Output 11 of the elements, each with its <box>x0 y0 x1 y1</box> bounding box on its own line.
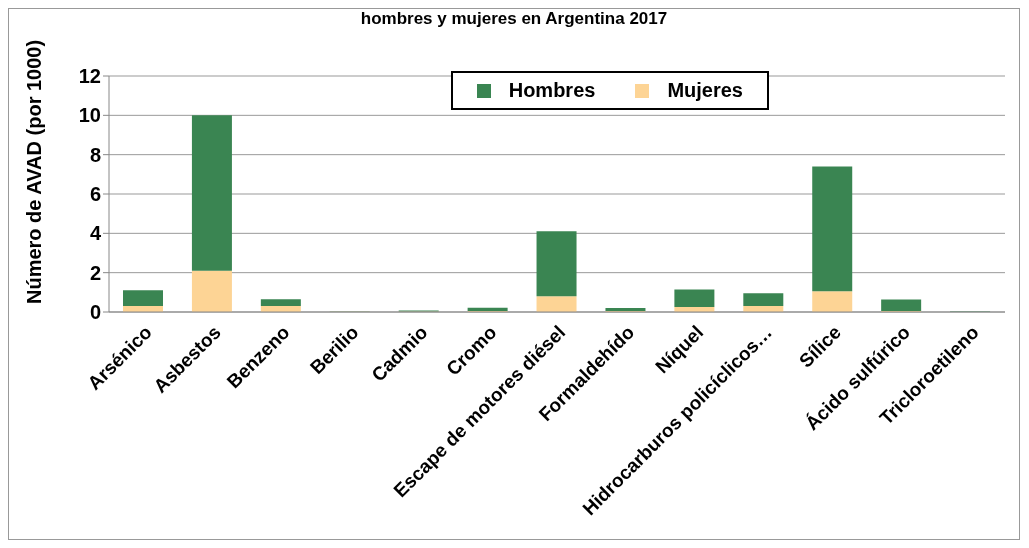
y-tick-label: 12 <box>78 65 101 88</box>
y-tick-label: 2 <box>89 261 101 284</box>
y-tick-label: 4 <box>89 222 102 245</box>
y-axis-title: Número de AVAD (por 1000) <box>23 39 46 304</box>
y-tick-label: 10 <box>78 104 101 127</box>
legend-label: Hombres <box>508 79 596 102</box>
y-tick-label: 6 <box>89 183 101 206</box>
chart-title: hombres y mujeres en Argentina 2017 <box>359 9 669 30</box>
y-tick-label: 8 <box>89 143 101 166</box>
legend-label: Mujeres <box>667 79 743 102</box>
y-tick-label: 0 <box>89 301 101 324</box>
